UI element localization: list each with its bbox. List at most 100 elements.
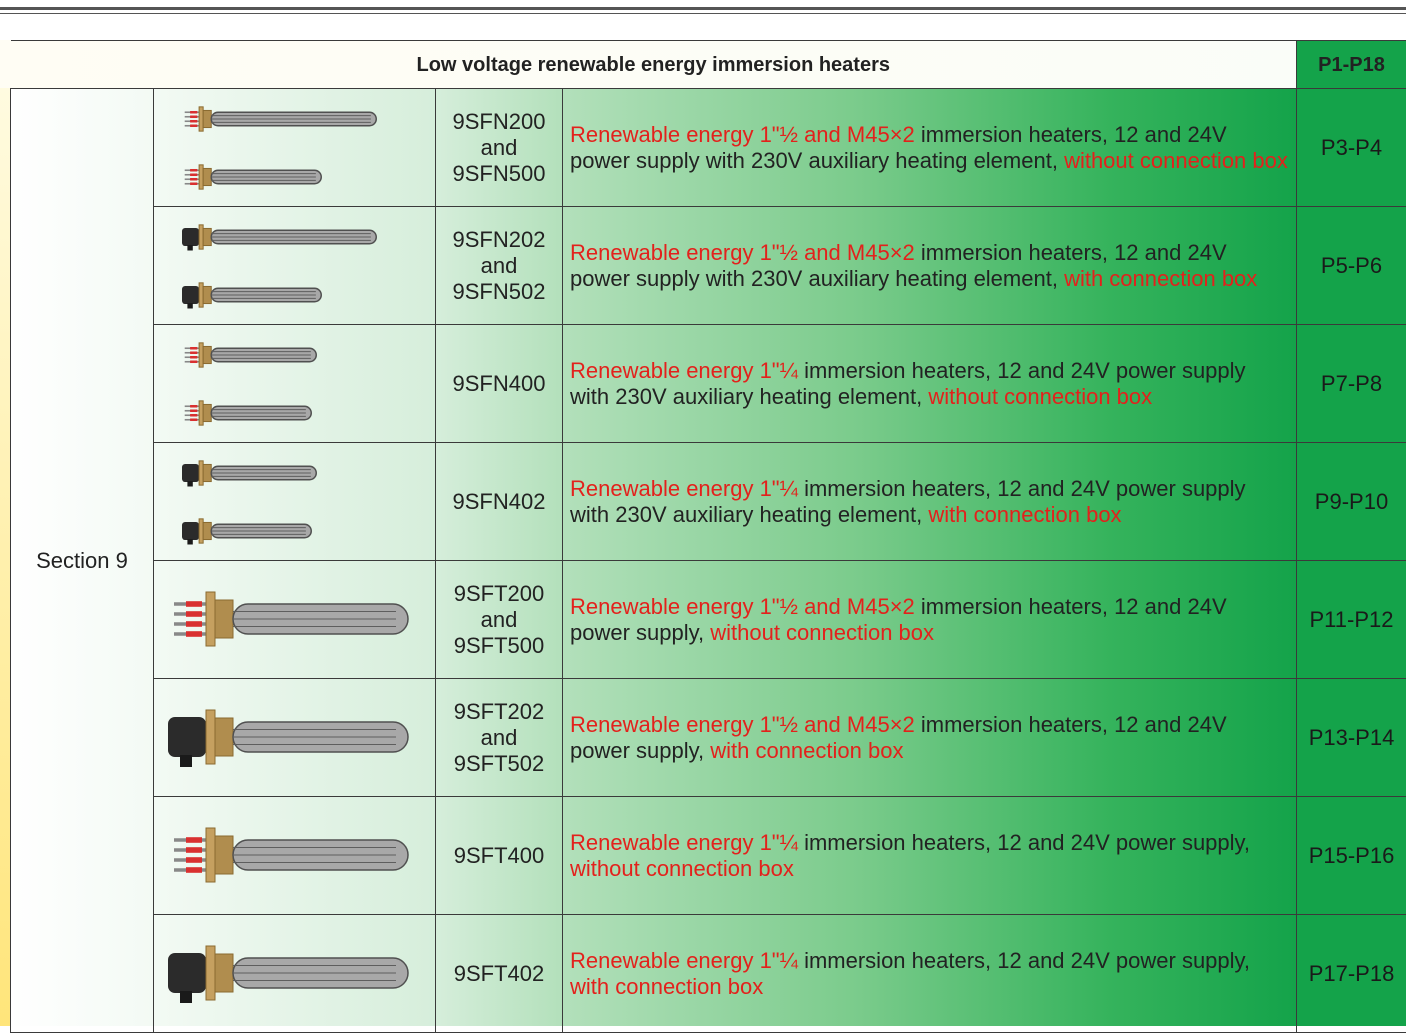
- description-highlight: with connection box: [710, 738, 903, 763]
- description-cell: Renewable energy 1"¼ immersion heaters, …: [563, 915, 1297, 1033]
- terminal-sleeve: [186, 847, 202, 853]
- thread: [203, 110, 211, 127]
- cable-gland: [187, 481, 192, 486]
- terminal-sleeve: [190, 124, 197, 127]
- heater-image: [154, 89, 436, 206]
- connection-box: [182, 464, 199, 482]
- flange: [199, 461, 203, 485]
- terminal-sleeve: [190, 178, 197, 181]
- image-cell: [154, 915, 436, 1033]
- thread: [203, 522, 211, 539]
- connection-box: [182, 522, 199, 540]
- terminal-sleeve: [186, 601, 202, 607]
- description-cell: Renewable energy 1"½ and M45×2 immersion…: [563, 561, 1297, 679]
- product-code: 9SFN400: [436, 371, 562, 397]
- code-cell: 9SFN400: [436, 325, 563, 443]
- description-text: immersion heaters, 12 and 24V power supp…: [798, 830, 1250, 855]
- page-range: P11-P12: [1297, 561, 1406, 679]
- description-cell: Renewable energy 1"¼ immersion heaters, …: [563, 325, 1297, 443]
- flange: [199, 165, 203, 189]
- header-pages: P1-P18: [1297, 41, 1406, 89]
- heater-image: [154, 207, 436, 324]
- heater-image: [154, 561, 436, 678]
- product-code: 9SFN502: [436, 279, 562, 305]
- product-code: and: [436, 725, 562, 751]
- product-code: 9SFT500: [436, 633, 562, 659]
- top-rule: [0, 7, 1406, 10]
- page-range: P17-P18: [1297, 915, 1406, 1033]
- image-cell: [154, 679, 436, 797]
- terminal-sleeve: [190, 414, 197, 417]
- code-cell: 9SFN402: [436, 443, 563, 561]
- thread: [203, 464, 211, 481]
- thread: [203, 168, 211, 185]
- flange: [199, 283, 203, 307]
- connection-box: [182, 286, 199, 304]
- cable-gland: [187, 539, 192, 544]
- product-code: and: [436, 135, 562, 161]
- connection-box: [168, 717, 206, 757]
- header-row: Low voltage renewable energy immersion h…: [11, 41, 1406, 89]
- product-code: and: [436, 253, 562, 279]
- description-highlight: with connection box: [928, 502, 1121, 527]
- terminal-sleeve: [186, 611, 202, 617]
- flange: [199, 343, 203, 367]
- product-code: 9SFN200: [436, 109, 562, 135]
- description-highlight: Renewable energy 1"¼: [570, 476, 798, 501]
- description-highlight: without connection box: [928, 384, 1152, 409]
- product-code: 9SFN500: [436, 161, 562, 187]
- product-code: 9SFT202: [436, 699, 562, 725]
- description-highlight: Renewable energy 1"¼: [570, 948, 798, 973]
- description-highlight: Renewable energy 1"¼: [570, 358, 798, 383]
- terminal-sleeve: [190, 356, 197, 359]
- product-code: and: [436, 607, 562, 633]
- top-rule: [0, 13, 1406, 14]
- image-cell: [154, 797, 436, 915]
- terminal-sleeve: [190, 173, 197, 176]
- image-cell: [154, 325, 436, 443]
- connection-box: [182, 228, 199, 246]
- terminal-sleeve: [190, 347, 197, 350]
- terminal-sleeve: [190, 169, 197, 172]
- product-code: 9SFT502: [436, 751, 562, 777]
- cable-gland: [187, 303, 192, 308]
- description-cell: Renewable energy 1"½ and M45×2 immersion…: [563, 207, 1297, 325]
- flange: [206, 828, 215, 882]
- description-text: immersion heaters, 12 and 24V power supp…: [798, 948, 1250, 973]
- page-range: P13-P14: [1297, 679, 1406, 797]
- connection-box: [168, 953, 206, 993]
- description-highlight: Renewable energy 1"¼: [570, 830, 798, 855]
- product-code: 9SFN202: [436, 227, 562, 253]
- code-cell: 9SFT402: [436, 915, 563, 1033]
- description-highlight: Renewable energy 1"½ and M45×2: [570, 594, 915, 619]
- code-cell: 9SFT400: [436, 797, 563, 915]
- flange: [199, 401, 203, 425]
- heater-image: [154, 797, 436, 914]
- heater-image: [154, 915, 436, 1032]
- page-range: P3-P4: [1297, 89, 1406, 207]
- image-cell: [154, 89, 436, 207]
- flange: [199, 107, 203, 131]
- thread: [203, 404, 211, 421]
- terminal-sleeve: [190, 351, 197, 354]
- description-cell: Renewable energy 1"¼ immersion heaters, …: [563, 443, 1297, 561]
- terminal-sleeve: [186, 621, 202, 627]
- terminal-sleeve: [190, 115, 197, 118]
- terminal-sleeve: [186, 837, 202, 843]
- terminal-sleeve: [186, 867, 202, 873]
- product-code: 9SFN402: [436, 489, 562, 515]
- terminal-sleeve: [190, 405, 197, 408]
- description-highlight: without connection box: [570, 856, 794, 881]
- terminal-sleeve: [190, 418, 197, 421]
- heater-image: [154, 325, 436, 442]
- page-range: P7-P8: [1297, 325, 1406, 443]
- flange: [199, 519, 203, 543]
- terminal-sleeve: [186, 631, 202, 637]
- page-range: P5-P6: [1297, 207, 1406, 325]
- thread: [203, 228, 211, 245]
